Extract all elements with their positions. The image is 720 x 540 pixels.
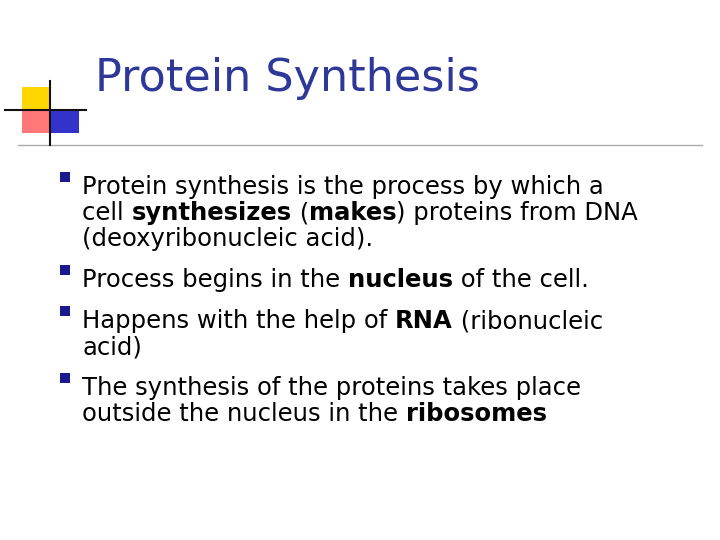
Text: (deoxyribonucleic acid).: (deoxyribonucleic acid). bbox=[82, 227, 373, 251]
Bar bbox=[60, 265, 70, 275]
Text: of the cell.: of the cell. bbox=[453, 268, 589, 292]
Text: nucleus: nucleus bbox=[348, 268, 453, 292]
Text: ) proteins from DNA: ) proteins from DNA bbox=[397, 201, 638, 225]
Text: Protein Synthesis: Protein Synthesis bbox=[95, 57, 480, 100]
Text: Happens with the help of: Happens with the help of bbox=[82, 309, 395, 333]
Bar bbox=[22, 87, 51, 110]
Text: makes: makes bbox=[309, 201, 397, 225]
Text: Protein synthesis is the process by which a: Protein synthesis is the process by whic… bbox=[82, 175, 604, 199]
Text: ribosomes: ribosomes bbox=[406, 402, 546, 426]
Text: cell: cell bbox=[82, 201, 131, 225]
Text: The synthesis of the proteins takes place: The synthesis of the proteins takes plac… bbox=[82, 376, 581, 400]
Text: synthesizes: synthesizes bbox=[131, 201, 292, 225]
Text: (: ( bbox=[292, 201, 309, 225]
Text: RNA: RNA bbox=[395, 309, 453, 333]
Bar bbox=[60, 306, 70, 316]
Text: Process begins in the: Process begins in the bbox=[82, 268, 348, 292]
Text: (ribonucleic: (ribonucleic bbox=[453, 309, 603, 333]
Bar bbox=[60, 172, 70, 182]
Text: outside the nucleus in the: outside the nucleus in the bbox=[82, 402, 406, 426]
Bar bbox=[60, 373, 70, 383]
Bar bbox=[50, 110, 79, 133]
Bar bbox=[22, 110, 51, 133]
Text: acid): acid) bbox=[82, 335, 142, 359]
